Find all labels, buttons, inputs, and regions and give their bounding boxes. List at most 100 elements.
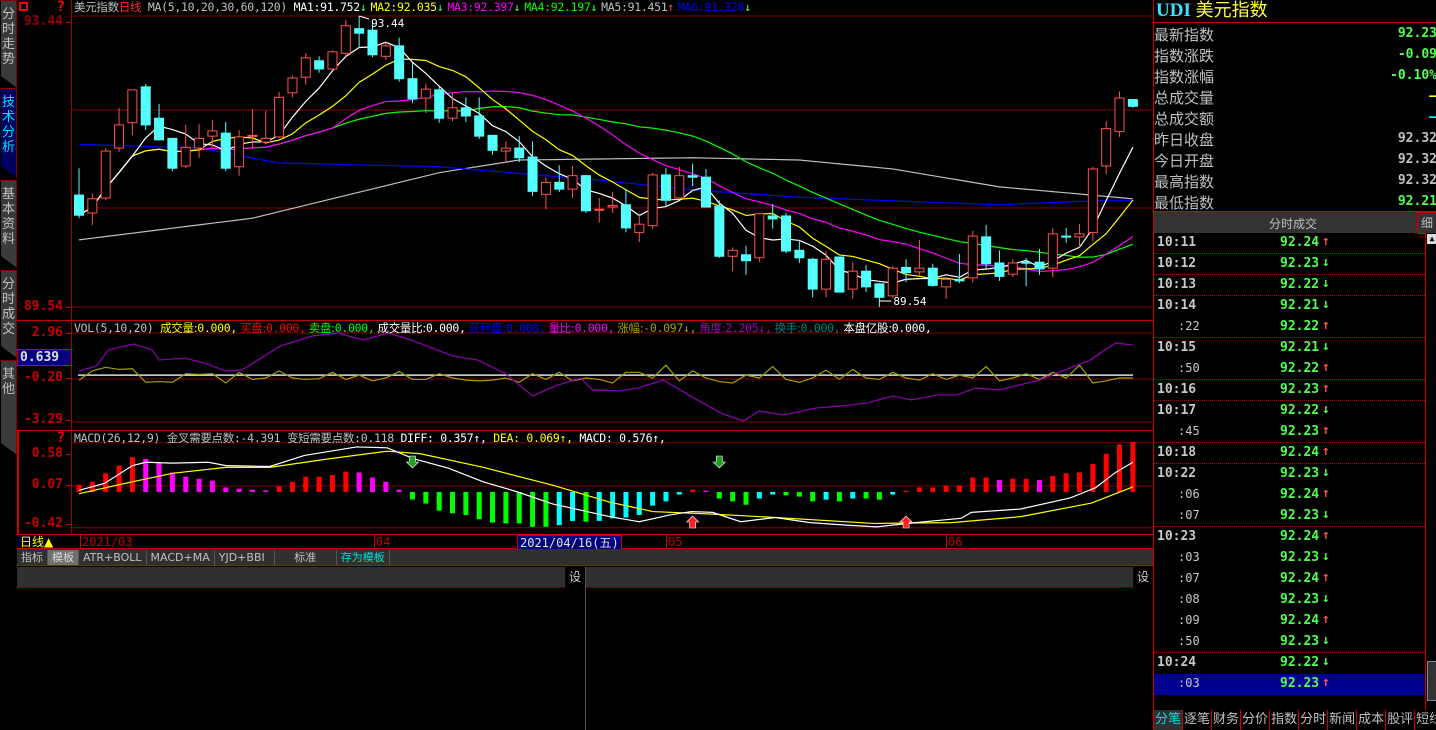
vol-readout-label: 成交量比: (377, 321, 427, 335)
detail-button[interactable]: 细 (1417, 212, 1436, 234)
scrollbar[interactable]: ▲ (1425, 233, 1436, 710)
tick-row[interactable]: :03 92.23 ↓ (1154, 548, 1425, 569)
date-label: 05 (666, 535, 683, 549)
tick-row[interactable]: :50 92.23 ↓ (1154, 632, 1425, 653)
tick-row[interactable]: :45 92.23 ↑ (1154, 422, 1425, 443)
save-template-button[interactable]: 存为模板 (337, 550, 390, 565)
tick-price: 92.24 (1280, 445, 1320, 460)
info-row: 总成交量 — (1154, 87, 1436, 108)
macd-bar (983, 477, 989, 492)
dea-line (78, 450, 1134, 525)
template-atr-boll[interactable]: ATR+BOLL (79, 550, 147, 565)
macd-bar (1103, 453, 1109, 492)
bottom-tab[interactable]: 逐笔 (1183, 710, 1213, 730)
tick-row[interactable]: 10:22 92.23 ↓ (1154, 464, 1425, 485)
candle-up (594, 208, 605, 211)
bottom-tab[interactable]: 分笔 (1154, 710, 1184, 730)
tick-price: 92.23 (1280, 424, 1320, 439)
price-axis: ? 93.44 89.54 2.96 0.639 -0.20 -3.29 ? 0… (17, 0, 72, 535)
bottom-tab[interactable]: 成本 (1357, 710, 1387, 730)
candle-down (1061, 235, 1072, 238)
macd-bar (823, 492, 829, 500)
template-standard[interactable]: 标准 (275, 550, 337, 565)
tab-time-trades[interactable]: 分时成交 (1, 270, 17, 358)
tick-row[interactable]: :03 92.23 ↑ (1154, 674, 1425, 695)
tick-row[interactable]: 10:17 92.22 ↓ (1154, 401, 1425, 422)
bottom-tab[interactable]: 新闻 (1328, 710, 1358, 730)
arrow-up-icon: ↑ (1322, 423, 1330, 438)
indicator-tab[interactable]: 指标 (17, 550, 48, 565)
scroll-up-icon[interactable]: ▲ (1427, 234, 1436, 244)
bottom-tab[interactable]: 分价 (1241, 710, 1271, 730)
candle-up (1114, 97, 1125, 133)
tick-price: 92.21 (1280, 340, 1320, 355)
tick-row[interactable]: :22 92.22 ↑ (1154, 317, 1425, 338)
diff-value: DIFF: 0.357↑, (400, 431, 487, 445)
macd-bar (623, 492, 629, 518)
tick-row[interactable]: :06 92.24 ↑ (1154, 485, 1425, 506)
tick-row[interactable]: :08 92.23 ↓ (1154, 590, 1425, 611)
settings-button[interactable]: 设 (1133, 567, 1153, 588)
tick-row[interactable]: 10:16 92.23 ↑ (1154, 380, 1425, 401)
vol-readout-value: 0.000, (425, 321, 466, 335)
ma-label: MA1: (293, 0, 321, 14)
tab-time-chart[interactable]: 分时走势 (1, 0, 17, 88)
arrow-up-icon: ↑ (667, 0, 674, 14)
candle-up (447, 107, 458, 119)
help-icon[interactable]: ? (56, 0, 65, 15)
tick-time: :07 (1178, 508, 1200, 522)
window-icon[interactable] (19, 2, 28, 11)
bottom-tab[interactable]: 财务 (1212, 710, 1242, 730)
template-macd-ma[interactable]: MACD+MA (147, 550, 215, 565)
candle-down (167, 137, 178, 169)
candle-down (861, 270, 872, 288)
period-toggle[interactable]: 日线▲ (20, 535, 54, 549)
macd-bar (129, 457, 135, 492)
settings-button[interactable]: 设 (565, 567, 585, 588)
tick-row[interactable]: :09 92.24 ↑ (1154, 611, 1425, 632)
candle-up (914, 267, 925, 273)
tick-row[interactable]: :50 92.22 ↑ (1154, 359, 1425, 380)
bottom-tab[interactable]: 指数 (1270, 710, 1300, 730)
tick-row[interactable]: 10:24 92.22 ↓ (1154, 653, 1425, 674)
sell-signal-arrow-icon (712, 455, 727, 469)
tick-row[interactable]: 10:14 92.21 ↓ (1154, 296, 1425, 317)
bottom-tab[interactable]: 短线 (1415, 710, 1436, 730)
date-label: 06 (946, 535, 963, 549)
template-yjd-bbi[interactable]: YJD+BBI (215, 550, 275, 565)
tick-row[interactable]: :07 92.23 ↓ (1154, 506, 1425, 527)
tick-row[interactable]: 10:11 92.24 ↑ (1154, 233, 1425, 254)
tick-price: 92.23 (1280, 592, 1320, 607)
template-tab[interactable]: 模板 (48, 550, 79, 565)
info-value: 92.32 (1397, 152, 1436, 167)
axis-label-vol-top: 2.96 (31, 325, 72, 340)
tick-price: 92.23 (1280, 634, 1320, 649)
macd-bar (436, 492, 442, 511)
tick-price: 92.23 (1280, 256, 1320, 271)
candle-down (767, 215, 778, 220)
candle-up (847, 270, 858, 290)
info-value: 92.32 (1397, 131, 1436, 146)
tick-row[interactable]: 10:23 92.24 ↑ (1154, 527, 1425, 548)
scroll-thumb[interactable] (1427, 661, 1436, 701)
tick-row[interactable]: 10:12 92.23 ↓ (1154, 254, 1425, 275)
vol-readout: 量比:0.000, (549, 321, 615, 335)
info-value: -0.10% (1390, 68, 1436, 83)
tick-row[interactable]: :07 92.24 ↑ (1154, 569, 1425, 590)
vol-readout-value: 0.000, (574, 321, 615, 335)
ma-label: MA5: (601, 0, 628, 14)
tab-other[interactable]: 其他 (1, 360, 17, 455)
macd-bar (1117, 444, 1123, 492)
bottom-tab[interactable]: 股评 (1386, 710, 1416, 730)
vol-readout-value: 0.000, (891, 321, 932, 335)
macd-help-icon[interactable]: ? (56, 430, 65, 446)
candle-up (887, 267, 898, 297)
tick-row[interactable]: 10:13 92.22 ↓ (1154, 275, 1425, 296)
tick-row[interactable]: 10:15 92.21 ↓ (1154, 338, 1425, 359)
period-label[interactable]: 日线 (118, 0, 142, 14)
kline-chart[interactable]: 93.44 89.54 (0, 0, 1153, 535)
ma-value: 91.451 (627, 0, 668, 14)
tick-row[interactable]: 10:18 92.24 ↑ (1154, 443, 1425, 464)
bottom-tab[interactable]: 分时 (1299, 710, 1329, 730)
candle-up (260, 137, 271, 143)
